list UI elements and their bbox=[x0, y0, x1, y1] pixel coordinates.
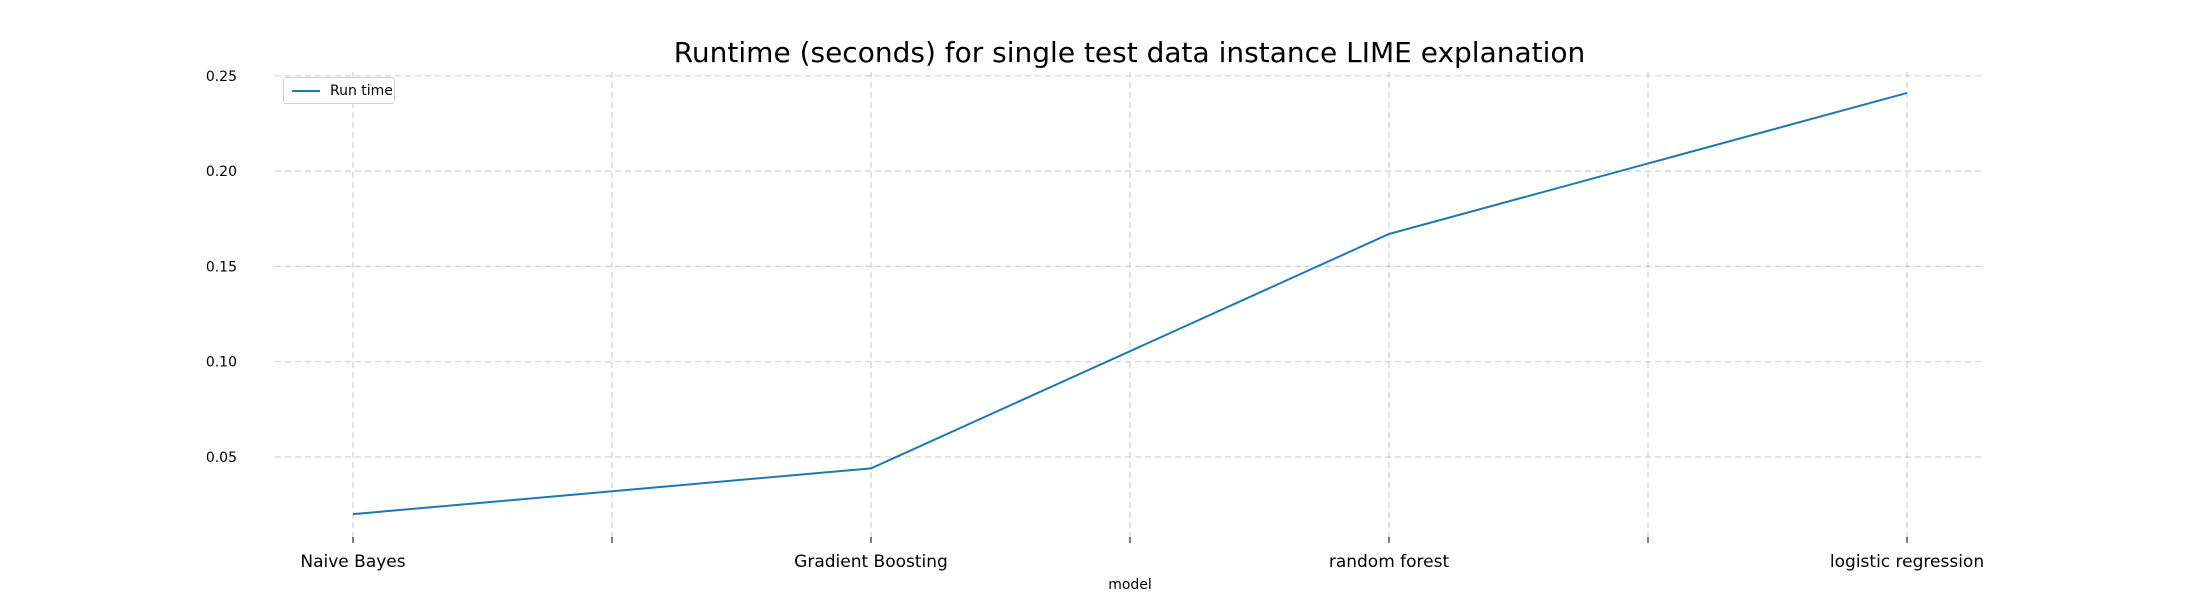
y-tick-label: 0.15 bbox=[206, 259, 237, 275]
y-tick-label: 0.05 bbox=[206, 450, 237, 466]
chart-title: Runtime (seconds) for single test data i… bbox=[673, 36, 1586, 69]
y-tick-label: 0.25 bbox=[206, 69, 237, 85]
y-tick-label: 0.10 bbox=[206, 355, 237, 371]
series-line-run-time bbox=[352, 91, 1908, 516]
legend-label-run-time: Run time bbox=[330, 82, 393, 99]
x-tick-label: logistic regression bbox=[1830, 552, 1984, 572]
x-tick-label: Naive Bayes bbox=[300, 552, 405, 572]
series-layer bbox=[352, 91, 1908, 516]
x-axis-label: model bbox=[1108, 577, 1152, 593]
x-tick-label: Gradient Boosting bbox=[794, 552, 948, 572]
legend: Run time bbox=[283, 77, 395, 104]
grid-lines bbox=[275, 72, 1985, 537]
y-tick-label: 0.20 bbox=[206, 164, 237, 180]
legend-swatch-run-time bbox=[292, 89, 320, 92]
x-tick-label: random forest bbox=[1329, 552, 1450, 572]
axis-ticks: 0.05 0.10 0.15 0.20 0.25 Naive Bayes Gradient … bbox=[206, 69, 1984, 572]
